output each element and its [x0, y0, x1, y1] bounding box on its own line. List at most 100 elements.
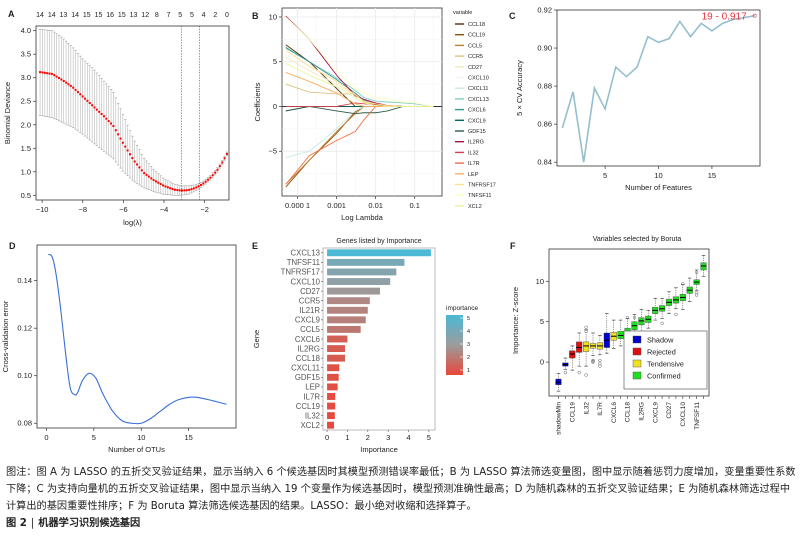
- mean-point: [221, 161, 224, 164]
- mean-point: [181, 189, 184, 192]
- coefficient-line-cxcl13: [285, 47, 434, 107]
- top-axis-label: 14: [71, 12, 79, 19]
- plot-frame: [556, 9, 761, 167]
- panel-e: E Genes listed by Importance CXCL13 TNFSF…: [245, 230, 505, 460]
- top-axis-label: 12: [141, 12, 149, 19]
- y-tick-label: 0.84: [537, 158, 552, 167]
- legend-title: importance: [446, 305, 479, 312]
- accuracy-line: [561, 14, 755, 163]
- gene-label: CXCL9: [295, 316, 320, 325]
- mean-point: [131, 157, 134, 160]
- legend: Shadow Rejected Tendensive Confirmed: [623, 330, 708, 390]
- mean-point: [105, 117, 108, 120]
- mean-point: [121, 141, 124, 144]
- y-tick-label: 10: [269, 12, 277, 21]
- top-axis-label: 0: [225, 12, 229, 19]
- y-ticks: 0 5 10: [536, 277, 549, 367]
- x-tick-label: 2: [366, 433, 370, 442]
- gene-label: CCL5: [300, 325, 321, 334]
- x-tick-label: IL2RG: [639, 402, 646, 421]
- mean-point: [223, 157, 226, 160]
- x-tick-label: −8: [78, 205, 87, 214]
- gene-label: IL2RG: [297, 344, 320, 353]
- mean-point: [126, 149, 129, 152]
- x-tick-label: 15: [184, 433, 192, 442]
- mean-point: [216, 168, 219, 171]
- x-tick-label: 0.000 1: [285, 201, 310, 210]
- legend-swatch-confirmed: [632, 371, 642, 380]
- bar-cxcl6: [327, 335, 348, 343]
- y-tick-label: 0.90: [537, 44, 552, 53]
- y-ticks: 0.84 0.86 0.88 0.90 0.92: [537, 6, 557, 167]
- bar-cxcl10: [327, 278, 391, 285]
- outlier-point: [584, 329, 588, 334]
- top-axis-label: 5: [190, 12, 194, 19]
- y-tick-label: 5: [540, 317, 544, 326]
- outlier-point: [695, 290, 699, 295]
- mean-point: [207, 178, 210, 181]
- top-axis-label: 16: [106, 12, 114, 19]
- bar-cxcl11: [327, 364, 340, 372]
- mean-point: [65, 81, 68, 84]
- panel-letter-a: A: [8, 9, 15, 19]
- mean-point: [150, 177, 153, 180]
- mean-point: [204, 180, 207, 183]
- mean-point: [76, 91, 79, 94]
- bar-tnfsf11: [327, 258, 405, 266]
- mean-point: [57, 77, 60, 80]
- x-tick-label: 10: [654, 171, 662, 180]
- bar-ccl18: [327, 354, 345, 362]
- coefficient-line-tnfsf11: [285, 16, 434, 107]
- top-axis-label: 15: [118, 12, 126, 19]
- mean-point: [164, 185, 167, 188]
- bar-ccr5: [327, 297, 370, 305]
- outlier-point: [632, 316, 637, 320]
- bar-cxcl13: [327, 249, 431, 257]
- coefficient-lines: [285, 15, 434, 188]
- outlier-point: [598, 362, 602, 366]
- outlier-point: [695, 293, 699, 297]
- gene-label: XCL2: [300, 421, 320, 430]
- panel-letter-d: D: [9, 241, 16, 251]
- box-il32: [583, 341, 590, 352]
- mean-point: [133, 160, 136, 163]
- mean-point: [192, 187, 195, 190]
- mean-point: [166, 186, 169, 189]
- y-axis-label: 5 × CV Accuracy: [515, 60, 524, 116]
- x-tick-label: −6: [119, 205, 128, 214]
- mean-point: [88, 102, 91, 105]
- y-tick-label: −5: [268, 147, 277, 156]
- top-axis-label: 5: [178, 12, 182, 19]
- bar-cd27: [327, 287, 381, 295]
- x-tick-label: −10: [36, 205, 49, 214]
- mean-point: [119, 137, 122, 140]
- outlier-point: [681, 282, 685, 286]
- mean-point: [100, 112, 103, 115]
- top-axis-label: 4: [202, 12, 206, 19]
- mean-point: [86, 99, 89, 102]
- x-ticks: −10 −8 −6 −4 −2: [36, 200, 209, 214]
- y-tick-label: 0.10: [17, 371, 32, 380]
- y-axis-label: Binomial Deviance: [3, 82, 12, 144]
- y-tick-label: 3.5: [21, 50, 31, 59]
- outlier-point: [695, 270, 699, 275]
- gene-label: CCL18: [296, 354, 320, 363]
- panel-b: B 0.000 1 0.001 0.01 0.1 −5 0 5 10 Log Lambda …: [250, 0, 505, 230]
- mean-point: [84, 97, 87, 100]
- bar-il21r: [327, 306, 368, 314]
- y-tick-label: 0.92: [537, 6, 552, 15]
- x-tick-label: IL32: [583, 402, 590, 415]
- legend-tick-label: 1: [467, 368, 470, 374]
- x-axis-label: Log Lambda: [341, 213, 384, 222]
- y-tick-label: 0.88: [537, 82, 552, 91]
- legend-label: IL2RG: [468, 140, 484, 146]
- mean-point: [195, 186, 198, 189]
- mean-point: [138, 166, 141, 169]
- x-tick-label: 5: [603, 171, 607, 180]
- legend-label: CCL19: [468, 33, 485, 39]
- outlier-point: [660, 321, 664, 325]
- bar-ccl5: [327, 325, 361, 333]
- importance-bars: [327, 249, 431, 429]
- mean-point: [183, 189, 186, 192]
